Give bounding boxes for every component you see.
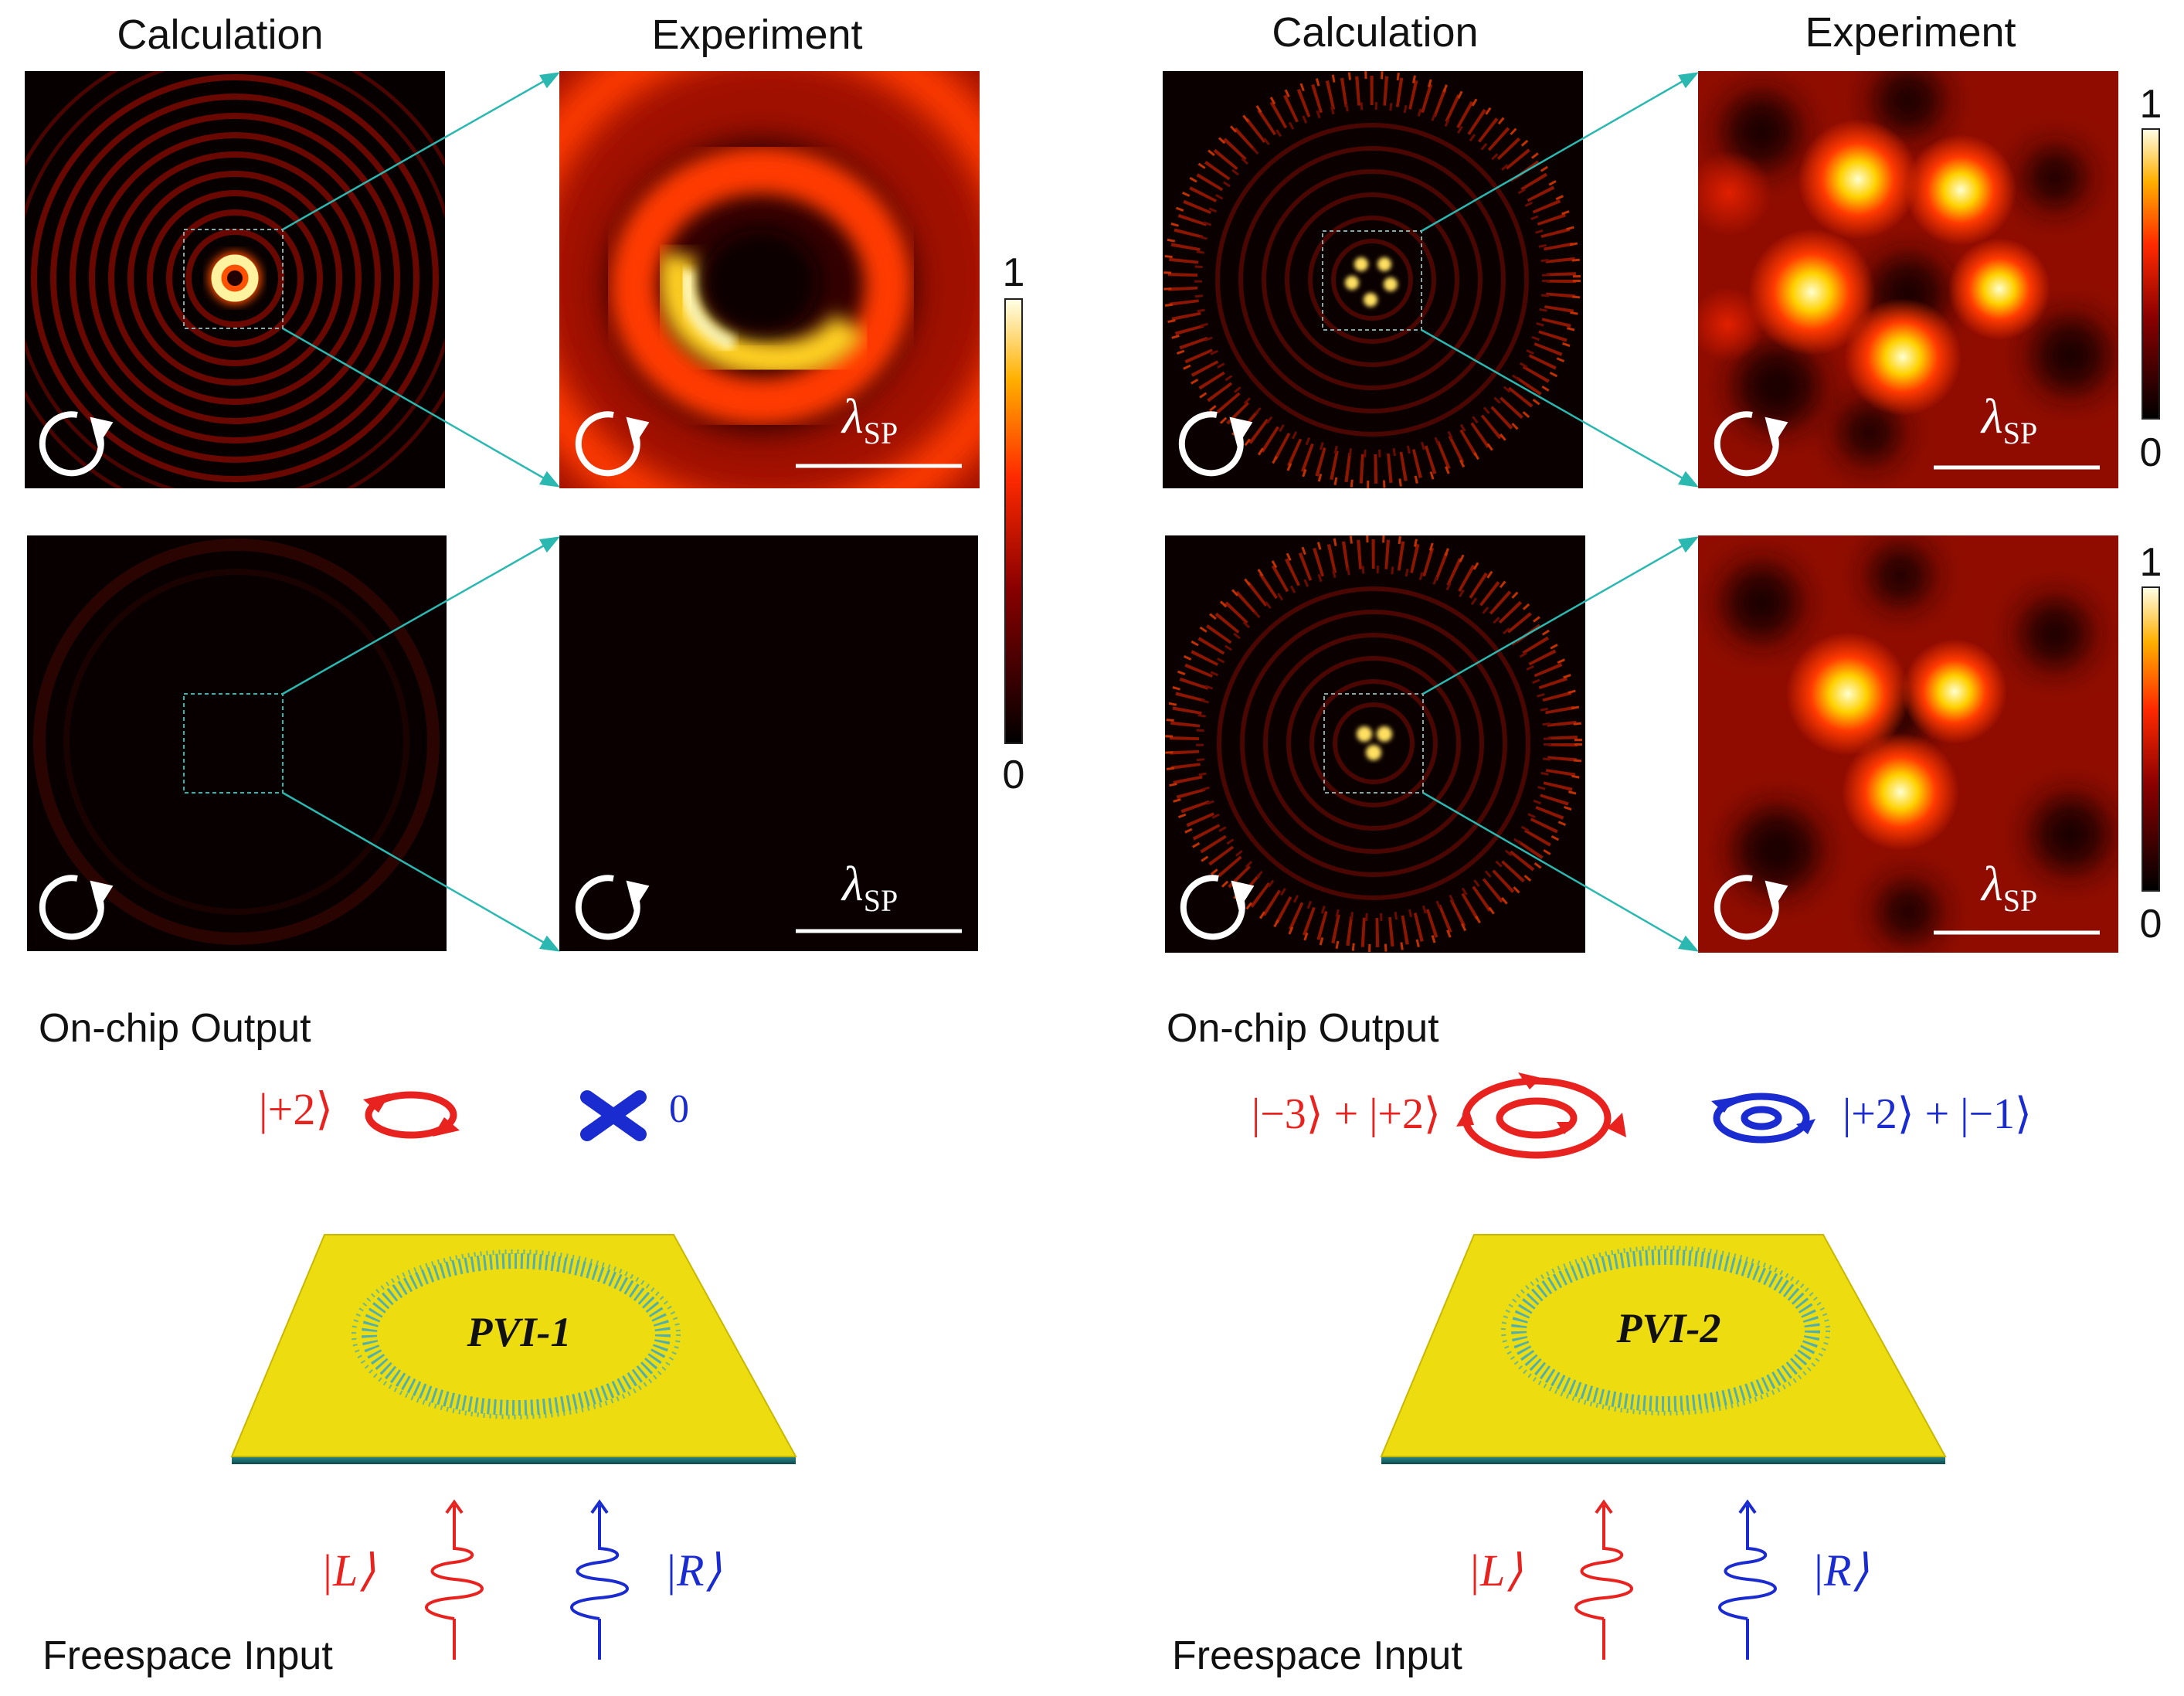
double-vortex-ring-icon <box>1462 1077 1612 1159</box>
right-output-state-blue: |+2⟩ + |−1⟩ <box>1843 1090 2032 1138</box>
right-top-zoom-box <box>1322 230 1422 331</box>
right-top-colorbar <box>2142 128 2160 420</box>
circular-polarization-icon <box>1714 875 1788 940</box>
left-device-label: PVI-1 <box>467 1309 572 1355</box>
right-bottom-experiment-panel <box>1698 535 2118 953</box>
right-input-state-red: |L⟩ <box>1468 1545 1523 1596</box>
left-output-label: On-chip Output <box>39 1006 311 1051</box>
left-polarized-wave-blue <box>570 1499 629 1660</box>
vortex-arrow-icons <box>1456 1072 1626 1137</box>
right-top-colorbar-max: 1 <box>2140 82 2162 127</box>
right-input-state-blue: |R⟩ <box>1812 1545 1869 1596</box>
left-output-state-blue: 0 <box>669 1087 689 1131</box>
right-input-label: Freespace Input <box>1172 1633 1462 1678</box>
right-calc-heading: Calculation <box>1272 9 1478 56</box>
right-top-experiment-panel <box>1698 71 2118 488</box>
right-bottom-colorbar-max: 1 <box>2140 540 2162 585</box>
circular-polarization-icon <box>575 411 650 477</box>
left-top-experiment-panel <box>559 71 980 488</box>
pvi-1-chip <box>230 1234 797 1464</box>
right-bottom-zoom-box <box>1323 693 1424 794</box>
pvi-2-chip <box>1380 1234 1947 1464</box>
scale-label: λSP <box>1980 856 2037 918</box>
scale-label: λSP <box>1980 389 2037 450</box>
circular-polarization-icon <box>575 875 650 940</box>
right-bottom-calculation-panel <box>1165 535 1585 953</box>
right-bottom-colorbar-min: 0 <box>2140 902 2162 947</box>
left-exp-heading: Experiment <box>651 12 862 58</box>
right-top-colorbar-min: 0 <box>2140 430 2162 475</box>
right-top-calculation-panel <box>1163 71 1583 488</box>
left-colorbar-max: 1 <box>1003 250 1025 295</box>
right-output-label: On-chip Output <box>1167 1006 1439 1051</box>
right-polarized-wave-red <box>1574 1499 1633 1660</box>
right-zoom-connector-lines <box>1421 72 1699 952</box>
circular-polarization-icon <box>1714 411 1788 477</box>
circular-polarization-icon <box>39 875 114 940</box>
right-polarized-wave-blue <box>1718 1499 1777 1660</box>
blocked-cross-icon <box>580 1090 647 1141</box>
left-input-state-blue: |R⟩ <box>664 1545 722 1596</box>
left-zoom-connector-lines <box>282 72 560 952</box>
vortex-arrow-icons <box>1711 1097 1815 1134</box>
left-colorbar <box>1004 298 1023 744</box>
right-bottom-colorbar <box>2142 586 2160 892</box>
right-device-label: PVI-2 <box>1616 1305 1721 1351</box>
left-top-calculation-panel <box>25 71 445 488</box>
right-output-state-red: |−3⟩ + |+2⟩ <box>1252 1090 1441 1138</box>
scale-label: λSP <box>841 389 898 450</box>
left-top-zoom-box <box>183 229 284 329</box>
left-colorbar-min: 0 <box>1003 753 1025 797</box>
left-bottom-experiment-panel <box>559 535 978 951</box>
right-exp-heading: Experiment <box>1805 9 2016 56</box>
left-bottom-calculation-panel <box>27 535 447 951</box>
left-input-state-red: |L⟩ <box>321 1545 375 1596</box>
circular-polarization-icon <box>39 411 114 477</box>
left-input-label: Freespace Input <box>42 1633 333 1678</box>
left-calc-heading: Calculation <box>117 12 323 58</box>
vortex-ring-icon <box>365 1091 457 1139</box>
left-output-state-red: |+2⟩ <box>259 1084 333 1134</box>
scale-label: λSP <box>841 856 898 918</box>
circular-polarization-icon <box>1180 875 1255 940</box>
vortex-arrow-icons <box>363 1093 460 1137</box>
circular-polarization-icon <box>1178 411 1253 477</box>
double-vortex-ring-icon-blue <box>1713 1093 1810 1144</box>
left-polarized-wave-red <box>425 1499 484 1660</box>
left-bottom-zoom-box <box>183 693 284 794</box>
